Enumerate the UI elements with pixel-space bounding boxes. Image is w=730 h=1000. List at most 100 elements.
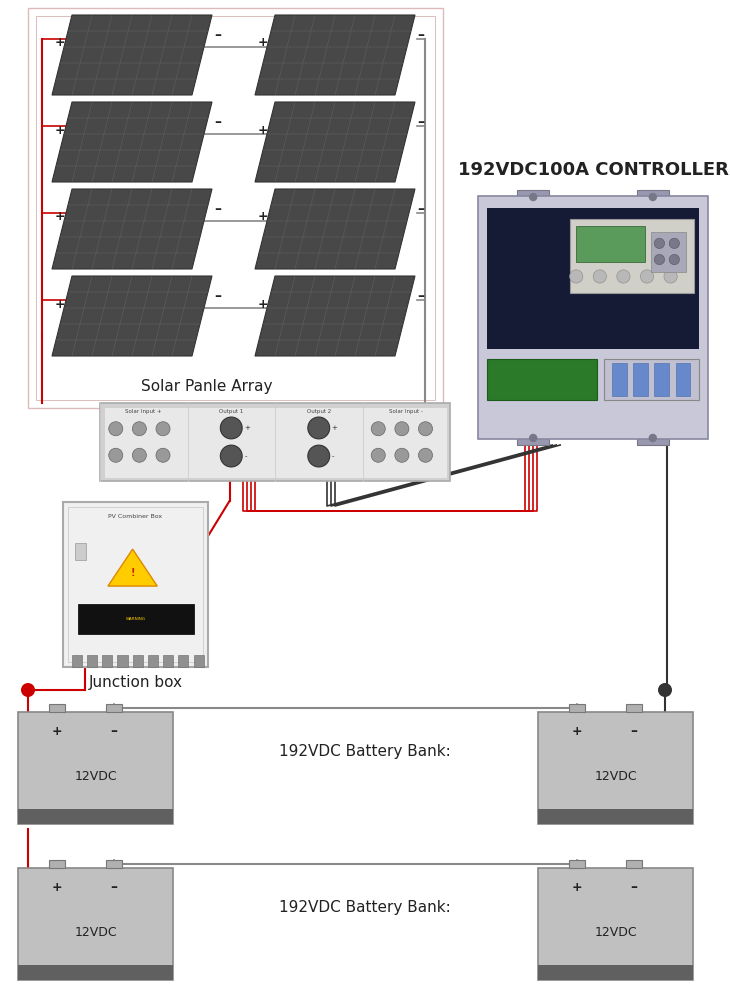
Bar <box>637 190 669 204</box>
Text: –: – <box>215 202 221 216</box>
Circle shape <box>529 434 537 442</box>
Text: –: – <box>111 880 118 894</box>
Bar <box>28 8 443 408</box>
Text: Solar Input +: Solar Input + <box>126 409 162 414</box>
Bar <box>517 190 549 204</box>
Circle shape <box>308 445 330 467</box>
Polygon shape <box>255 15 415 95</box>
Text: Solar Input -: Solar Input - <box>389 409 423 414</box>
Polygon shape <box>52 276 212 356</box>
Text: 12VDC: 12VDC <box>74 926 117 939</box>
Circle shape <box>132 448 147 462</box>
Circle shape <box>658 683 672 697</box>
Text: PV Combiner Box: PV Combiner Box <box>109 514 163 519</box>
Bar <box>538 809 693 824</box>
Text: !: ! <box>131 568 135 578</box>
Circle shape <box>220 445 242 467</box>
Bar <box>104 406 447 478</box>
Text: +: + <box>258 211 269 224</box>
Text: +: + <box>55 36 65 49</box>
Circle shape <box>156 448 170 462</box>
Bar <box>107 704 122 712</box>
Circle shape <box>648 193 657 201</box>
Bar <box>102 655 112 667</box>
Bar <box>36 16 435 400</box>
Bar <box>538 965 693 980</box>
Circle shape <box>220 417 242 439</box>
Circle shape <box>654 254 664 265</box>
Text: –: – <box>215 28 221 42</box>
Circle shape <box>21 683 35 697</box>
Circle shape <box>664 270 677 283</box>
Text: -: - <box>244 453 247 459</box>
Circle shape <box>395 422 409 436</box>
Text: –: – <box>418 202 425 216</box>
Text: –: – <box>418 115 425 129</box>
Bar <box>576 226 645 262</box>
Polygon shape <box>52 189 212 269</box>
Circle shape <box>654 238 664 249</box>
Bar <box>538 868 693 980</box>
Bar <box>538 712 693 824</box>
Bar <box>163 655 173 667</box>
Text: +: + <box>55 211 65 224</box>
Bar <box>193 655 204 667</box>
Circle shape <box>569 270 583 283</box>
Bar <box>517 431 549 445</box>
Circle shape <box>156 422 170 436</box>
Bar <box>49 860 64 868</box>
Text: –: – <box>215 115 221 129</box>
Circle shape <box>418 448 432 462</box>
Text: +: + <box>258 123 269 136</box>
Text: Solar Panle Array: Solar Panle Array <box>141 378 272 393</box>
Text: 192VDC Battery Bank:: 192VDC Battery Bank: <box>279 744 451 759</box>
Bar <box>49 704 64 712</box>
Text: 192VDC100A CONTROLLER: 192VDC100A CONTROLLER <box>458 161 729 179</box>
Text: +: + <box>572 881 582 894</box>
Text: +: + <box>244 425 250 431</box>
Bar <box>569 860 585 868</box>
Circle shape <box>109 448 123 462</box>
Text: –: – <box>215 289 221 303</box>
Circle shape <box>308 417 330 439</box>
Text: –: – <box>111 724 118 738</box>
Bar <box>570 219 694 293</box>
Bar <box>478 196 708 439</box>
Text: 12VDC: 12VDC <box>594 926 637 939</box>
Text: +: + <box>51 725 62 738</box>
Circle shape <box>109 422 123 436</box>
Bar <box>18 712 173 824</box>
Bar <box>487 359 597 400</box>
Circle shape <box>372 448 385 462</box>
Bar <box>487 208 699 349</box>
Bar <box>569 704 585 712</box>
Text: –: – <box>631 880 637 894</box>
Circle shape <box>529 193 537 201</box>
Text: +: + <box>51 881 62 894</box>
Bar <box>633 363 648 396</box>
Text: -: - <box>331 453 334 459</box>
Bar <box>18 965 173 980</box>
Text: +: + <box>55 298 65 310</box>
Bar <box>87 655 97 667</box>
Bar <box>63 502 208 667</box>
Circle shape <box>669 254 680 265</box>
Bar <box>72 655 82 667</box>
Text: –: – <box>418 289 425 303</box>
Bar <box>100 403 450 481</box>
Polygon shape <box>52 102 212 182</box>
Bar <box>68 507 203 662</box>
Bar <box>604 359 699 400</box>
Circle shape <box>395 448 409 462</box>
Bar <box>107 860 122 868</box>
Polygon shape <box>255 189 415 269</box>
Text: 12VDC: 12VDC <box>594 770 637 783</box>
Bar <box>637 431 669 445</box>
Bar <box>654 363 669 396</box>
Text: –: – <box>418 28 425 42</box>
Text: WARNING: WARNING <box>126 617 145 621</box>
Bar <box>675 363 691 396</box>
Text: +: + <box>258 298 269 310</box>
Text: 192VDC Battery Bank:: 192VDC Battery Bank: <box>279 900 451 915</box>
Bar <box>118 655 128 667</box>
